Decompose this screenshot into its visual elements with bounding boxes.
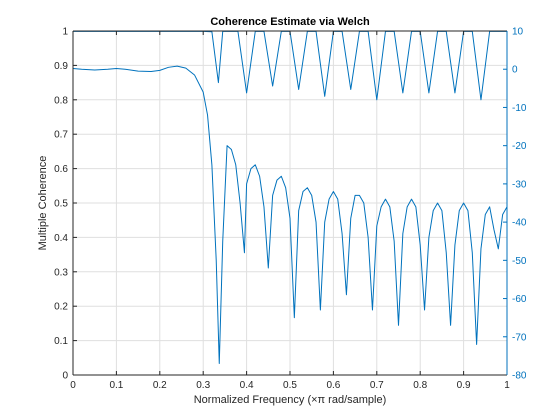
x-tick-label: 0.9 <box>457 380 471 391</box>
x-tick-label: 0.8 <box>413 380 427 391</box>
y-tick-label: 0.2 <box>54 302 68 313</box>
y-tick-label: 0.8 <box>54 95 68 106</box>
x-tick-label: 0.5 <box>283 380 297 391</box>
y-tick-label: 0.9 <box>54 61 68 72</box>
y-right-tick-label: 10 <box>512 27 524 38</box>
y-tick-label: 1 <box>62 27 68 38</box>
x-tick-label: 0.4 <box>240 380 254 391</box>
y-right-tick-label: -40 <box>512 218 527 229</box>
y-right-tick-label: -10 <box>512 103 527 114</box>
tick-labels: 0 0.1 0.2 0.3 0.4 0.5 0.6 0.7 0.8 0.9 100.10.20.30… <box>54 27 527 392</box>
y-tick-label: 0.6 <box>54 164 68 175</box>
x-axis-label: Normalized Frequency (×π rad/sample) <box>194 394 387 406</box>
y-tick-label: 0.7 <box>54 130 68 141</box>
series-line-right <box>72 65 508 365</box>
chart-title: Coherence Estimate via Welch <box>210 16 370 28</box>
x-tick-label: 0.2 <box>153 380 167 391</box>
y-right-tick-label: -70 <box>512 332 527 343</box>
y-right-tick-label: -50 <box>512 256 527 267</box>
y-right-tick-label: -80 <box>512 371 527 382</box>
y-axis-label: Multiple Coherence <box>37 156 49 251</box>
y-tick-label: 0.1 <box>54 336 68 347</box>
y-right-tick-label: -60 <box>512 294 527 305</box>
y-right-tick-label: 0 <box>512 65 518 76</box>
x-tick-label: 0.3 <box>196 380 210 391</box>
x-tick-label: 0.1 <box>109 380 123 391</box>
x-tick-label: 1 <box>504 380 510 391</box>
y-tick-label: 0.3 <box>54 267 68 278</box>
axes <box>72 30 508 376</box>
y-tick-label: 0.4 <box>54 233 68 244</box>
x-tick-label: 0.6 <box>326 380 340 391</box>
y-right-tick-label: -30 <box>512 179 527 190</box>
y-right-tick-label: -20 <box>512 141 527 152</box>
x-tick-label: 0.7 <box>370 380 384 391</box>
x-tick-label: 0 <box>70 380 76 391</box>
y-tick-label: 0.5 <box>54 199 68 210</box>
y-tick-label: 0 <box>62 371 68 382</box>
